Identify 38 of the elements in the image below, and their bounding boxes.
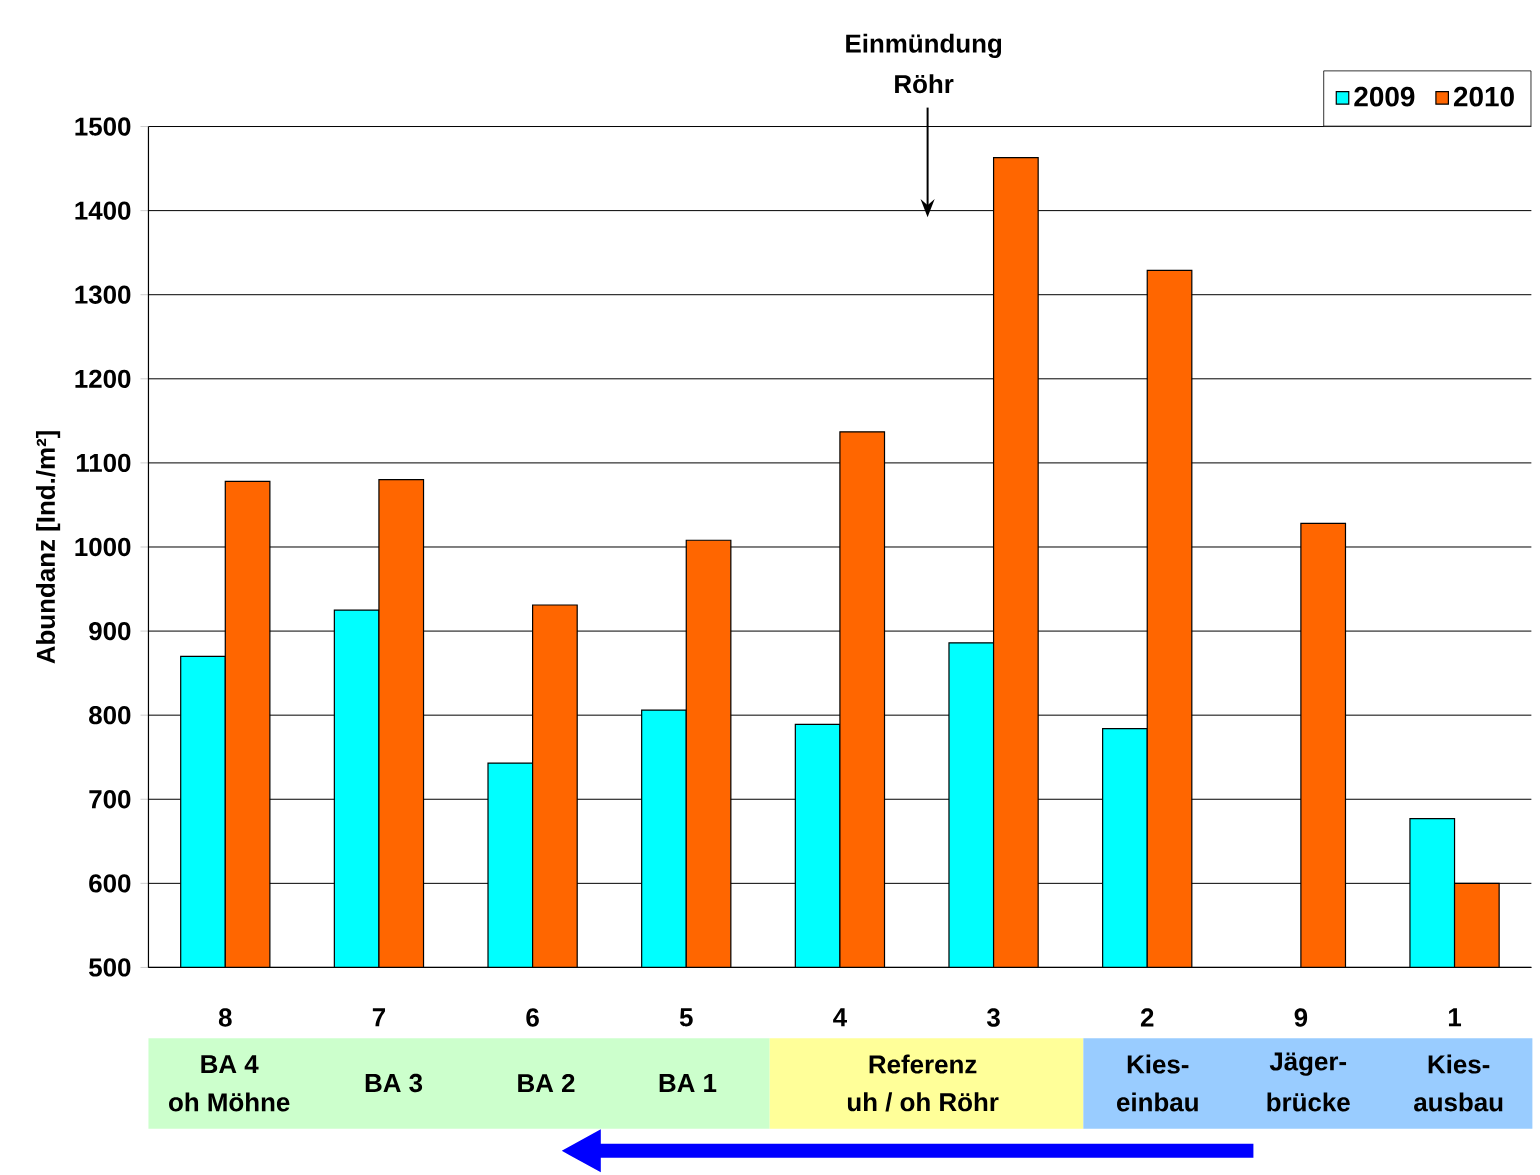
text: Jäger- [1269, 1052, 1347, 1076]
y-tick-label: 1400 [75, 201, 131, 220]
y-tick-label: 1100 [76, 453, 131, 473]
text: BA 1 [659, 1074, 717, 1093]
y-tick-label: 600 [89, 874, 131, 893]
x-tick-label: 8 [218, 1008, 232, 1027]
x-tick-label: 6 [526, 1008, 539, 1027]
text: Einmündung [846, 33, 1002, 59]
legend-label: 2010 [1453, 86, 1514, 107]
x-tick-label: 1 [1448, 1008, 1462, 1027]
x-tick-label: 7 [372, 1008, 386, 1027]
x-tick-label: 4 [833, 1008, 847, 1027]
text: oh Möhne [169, 1092, 290, 1112]
text: Kies- [1127, 1054, 1189, 1074]
text: BA 4 [201, 1055, 259, 1074]
y-tick-label: 900 [89, 622, 131, 641]
text: uh / oh Röhr [847, 1092, 999, 1112]
x-tick-label: 9 [1294, 1008, 1308, 1027]
y-tick-label: 500 [89, 958, 131, 977]
text: ausbau [1414, 1092, 1503, 1112]
text: Referenz [869, 1054, 977, 1074]
y-tick-label: 1200 [75, 369, 131, 389]
y-tick-label: 1000 [75, 537, 131, 557]
text: Kies- [1428, 1054, 1490, 1074]
y-tick-label: 800 [89, 706, 131, 725]
x-tick-label: 3 [986, 1008, 1000, 1027]
text: einbau [1117, 1092, 1198, 1112]
x-tick-label: 2 [1140, 1008, 1154, 1027]
legend-label: 2009 [1354, 86, 1415, 107]
text: BA 2 [518, 1074, 575, 1093]
text: Röhr [895, 74, 954, 94]
text: BA 3 [365, 1073, 423, 1093]
y-tick-label: 1300 [75, 285, 131, 305]
y-axis-title: Abundanz [Ind./m²] [35, 431, 61, 664]
text: brücke [1267, 1092, 1350, 1112]
y-tick-label: 1500 [75, 117, 131, 136]
x-tick-label: 5 [679, 1008, 693, 1027]
y-tick-label: 700 [89, 790, 131, 809]
